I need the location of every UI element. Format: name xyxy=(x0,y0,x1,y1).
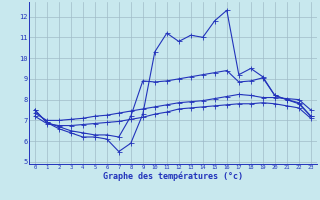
X-axis label: Graphe des températures (°c): Graphe des températures (°c) xyxy=(103,172,243,181)
